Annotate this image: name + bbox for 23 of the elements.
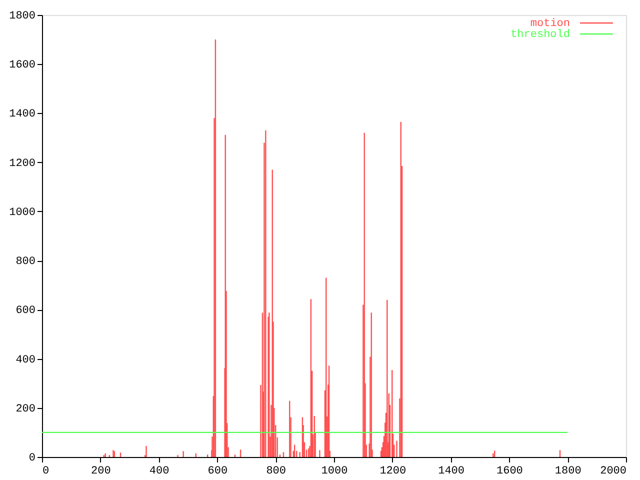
x-tick-label: 1800 <box>554 466 582 478</box>
y-tick-label: 200 <box>16 403 36 416</box>
x-tick-label: 1400 <box>438 466 465 478</box>
y-tick-label: 1000 <box>9 206 36 219</box>
x-tick-label: 400 <box>149 466 170 478</box>
legend-label: threshold <box>510 29 570 41</box>
x-tick-label: 2000 <box>600 466 626 478</box>
y-tick-label: 1800 <box>9 10 36 22</box>
x-tick-label: 1000 <box>321 466 348 478</box>
x-tick-label: 1600 <box>496 466 523 478</box>
y-tick-label: 400 <box>16 354 36 366</box>
y-tick-label: 1200 <box>9 158 36 170</box>
x-tick-label: 200 <box>90 466 111 478</box>
x-tick-label: 1200 <box>380 466 406 478</box>
y-tick-label: 1400 <box>9 108 36 121</box>
legend-label: motion <box>530 18 570 30</box>
y-tick-label: 0 <box>28 452 36 464</box>
y-tick-label: 1600 <box>9 60 36 72</box>
x-tick-label: 800 <box>266 466 286 478</box>
y-tick-label: 800 <box>16 256 36 268</box>
y-tick-label: 600 <box>16 305 36 318</box>
x-tick-label: 0 <box>42 466 50 478</box>
x-tick-label: 600 <box>208 466 228 478</box>
